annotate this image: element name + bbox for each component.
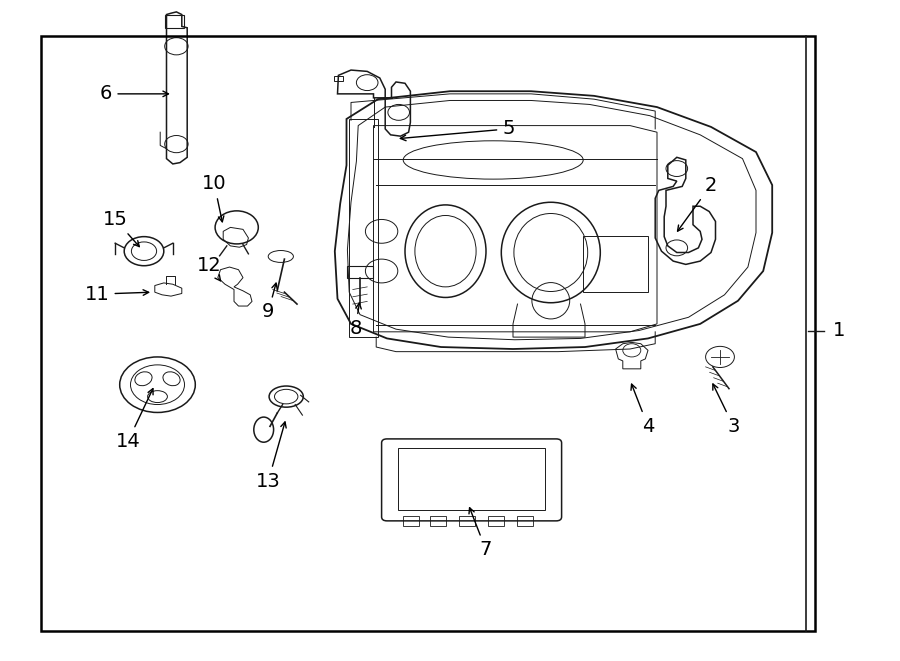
Text: 11: 11	[85, 285, 148, 303]
Bar	[430, 516, 446, 526]
Text: 9: 9	[262, 283, 277, 321]
Bar	[347, 266, 373, 278]
Text: 15: 15	[103, 210, 140, 247]
Text: 14: 14	[115, 389, 153, 451]
Text: 10: 10	[202, 175, 227, 222]
Bar	[40, 36, 814, 631]
Text: 4: 4	[631, 384, 654, 436]
Bar	[583, 236, 648, 292]
Text: 8: 8	[349, 303, 362, 338]
Text: 7: 7	[469, 508, 492, 559]
Text: 13: 13	[256, 422, 286, 490]
Bar	[349, 119, 378, 337]
Bar	[334, 76, 343, 81]
Bar	[403, 516, 419, 526]
Text: 5: 5	[400, 120, 515, 141]
Bar	[165, 15, 184, 28]
Text: 12: 12	[196, 256, 221, 281]
Bar	[488, 516, 504, 526]
Text: 2: 2	[678, 176, 717, 231]
Bar	[459, 516, 475, 526]
Text: 1: 1	[832, 321, 845, 340]
Text: 3: 3	[713, 384, 740, 436]
Text: 6: 6	[100, 85, 168, 103]
Bar	[517, 516, 533, 526]
Bar	[398, 448, 545, 510]
